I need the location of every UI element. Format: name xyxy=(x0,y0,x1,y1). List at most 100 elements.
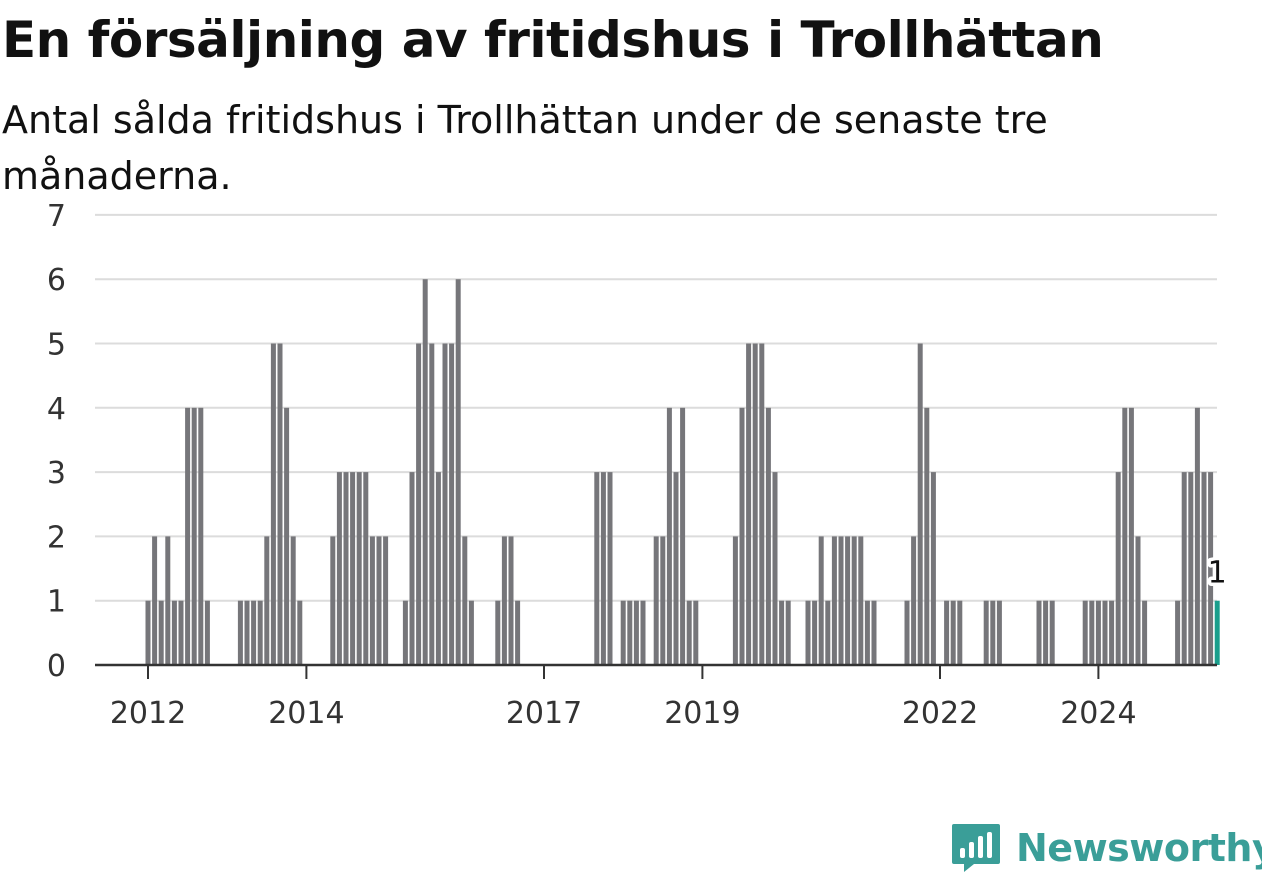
bar xyxy=(284,407,290,665)
bar xyxy=(343,472,349,665)
bar xyxy=(911,536,917,665)
x-tick-label: 2019 xyxy=(664,696,740,731)
bar xyxy=(336,472,342,665)
bar xyxy=(455,279,461,665)
bar xyxy=(812,600,818,665)
bar xyxy=(369,536,375,665)
bar xyxy=(1142,600,1148,665)
bar xyxy=(805,600,811,665)
y-tick-label: 6 xyxy=(47,263,66,298)
bar xyxy=(779,600,785,665)
bar xyxy=(785,600,791,665)
bar xyxy=(930,472,936,665)
bar xyxy=(350,472,356,665)
bar xyxy=(772,472,778,665)
bar xyxy=(435,472,441,665)
bar xyxy=(1095,600,1101,665)
bar xyxy=(1043,600,1049,665)
y-tick-label: 0 xyxy=(47,649,66,684)
bar xyxy=(673,472,679,665)
bar xyxy=(666,407,672,665)
x-tick-label: 2012 xyxy=(110,696,186,731)
x-tick-label: 2024 xyxy=(1060,696,1136,731)
bar xyxy=(171,600,177,665)
bar xyxy=(449,343,455,665)
bar xyxy=(845,536,851,665)
bar xyxy=(152,536,158,665)
bar xyxy=(633,600,639,665)
bar xyxy=(244,600,250,665)
bar xyxy=(1188,472,1194,665)
bar xyxy=(838,536,844,665)
bar xyxy=(739,407,745,665)
bar xyxy=(290,536,296,665)
bar xyxy=(1115,472,1121,665)
bar xyxy=(818,536,824,665)
bar xyxy=(185,407,191,665)
bar xyxy=(686,600,692,665)
bar xyxy=(765,407,771,665)
bar xyxy=(402,600,408,665)
y-tick-label: 3 xyxy=(47,456,66,491)
bar xyxy=(145,600,151,665)
bar xyxy=(1194,407,1200,665)
bar xyxy=(1082,600,1088,665)
bar xyxy=(746,343,752,665)
bar xyxy=(297,600,303,665)
bar xyxy=(693,600,699,665)
bar xyxy=(983,600,989,665)
bar xyxy=(330,536,336,665)
bar xyxy=(1102,600,1108,665)
bar xyxy=(831,536,837,665)
bar xyxy=(607,472,613,665)
x-tick-label: 2022 xyxy=(902,696,978,731)
x-tick-label: 2017 xyxy=(506,696,582,731)
chart-bubble-icon xyxy=(952,824,1000,872)
bar xyxy=(264,536,270,665)
bar xyxy=(600,472,606,665)
bar xyxy=(752,343,758,665)
bar xyxy=(950,600,956,665)
bar xyxy=(416,343,422,665)
bar xyxy=(957,600,963,665)
brand-name: Newsworthy xyxy=(1016,826,1262,870)
bar xyxy=(825,600,831,665)
bar xyxy=(495,600,501,665)
y-tick-label: 2 xyxy=(47,520,66,555)
bar xyxy=(383,536,389,665)
bar xyxy=(653,536,659,665)
bar xyxy=(270,343,276,665)
bar xyxy=(363,472,369,665)
bar xyxy=(422,279,428,665)
highlighted-bar xyxy=(1214,600,1220,665)
y-tick-label: 4 xyxy=(47,392,66,427)
bar xyxy=(1181,472,1187,665)
bar xyxy=(515,600,521,665)
bar xyxy=(1175,600,1181,665)
bar xyxy=(1201,472,1207,665)
bar xyxy=(732,536,738,665)
bar xyxy=(640,600,646,665)
subtitle: Antal sålda fritidshus i Trollhättan und… xyxy=(2,98,1048,198)
bar xyxy=(917,343,923,665)
bar xyxy=(759,343,765,665)
bar xyxy=(178,600,184,665)
bar xyxy=(442,343,448,665)
bar xyxy=(409,472,415,665)
bar xyxy=(376,536,382,665)
bar xyxy=(990,600,996,665)
bar xyxy=(1089,600,1095,665)
bar xyxy=(1109,600,1115,665)
bar xyxy=(508,536,514,665)
newsworthy-logo: Newsworthy xyxy=(950,818,1262,878)
bar xyxy=(257,600,263,665)
bar xyxy=(1122,407,1128,665)
bar xyxy=(204,600,210,665)
bar xyxy=(237,600,243,665)
bar xyxy=(944,600,950,665)
bar xyxy=(1036,600,1042,665)
bar xyxy=(158,600,164,665)
bar xyxy=(165,536,171,665)
bar xyxy=(251,600,257,665)
